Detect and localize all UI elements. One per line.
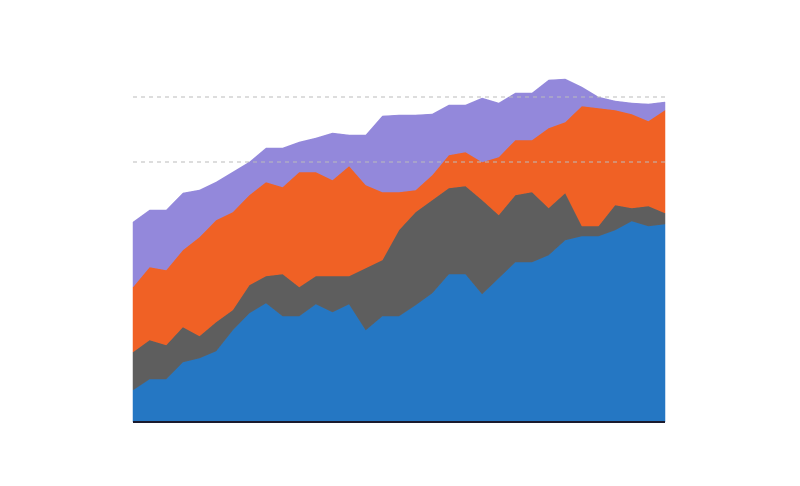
area (132, 78, 666, 288)
